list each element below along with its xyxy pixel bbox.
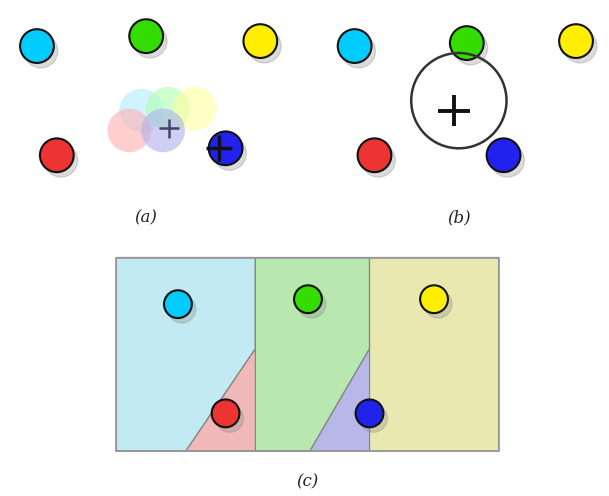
Circle shape — [164, 290, 192, 318]
Circle shape — [40, 138, 74, 172]
Polygon shape — [310, 257, 499, 451]
Circle shape — [487, 138, 521, 172]
Text: (c): (c) — [297, 473, 319, 490]
Circle shape — [209, 131, 242, 165]
Circle shape — [44, 143, 78, 177]
Circle shape — [559, 24, 593, 58]
Circle shape — [298, 290, 326, 318]
Circle shape — [244, 24, 277, 58]
Circle shape — [420, 285, 448, 313]
Circle shape — [359, 404, 387, 432]
Circle shape — [491, 143, 524, 177]
Circle shape — [119, 89, 163, 132]
Circle shape — [107, 109, 151, 152]
Circle shape — [129, 19, 163, 53]
Circle shape — [141, 109, 185, 152]
Text: (b): (b) — [447, 210, 471, 227]
Circle shape — [146, 87, 190, 130]
Circle shape — [24, 34, 58, 68]
Circle shape — [357, 138, 392, 172]
Circle shape — [454, 31, 488, 65]
Polygon shape — [116, 349, 255, 451]
Circle shape — [563, 29, 597, 63]
Text: (a): (a) — [135, 210, 158, 227]
Circle shape — [356, 399, 384, 427]
Circle shape — [294, 285, 322, 313]
Circle shape — [168, 295, 196, 323]
Circle shape — [338, 29, 371, 63]
Circle shape — [424, 290, 452, 318]
Circle shape — [212, 399, 239, 427]
Circle shape — [362, 143, 395, 177]
Circle shape — [20, 29, 54, 63]
Circle shape — [450, 26, 484, 60]
Circle shape — [213, 136, 247, 170]
Polygon shape — [116, 257, 255, 451]
Circle shape — [342, 34, 376, 68]
Circle shape — [173, 87, 217, 130]
Circle shape — [247, 29, 281, 63]
Circle shape — [216, 404, 244, 432]
Bar — [116, 257, 499, 451]
Circle shape — [133, 24, 167, 58]
Polygon shape — [255, 349, 370, 451]
Polygon shape — [186, 257, 370, 451]
